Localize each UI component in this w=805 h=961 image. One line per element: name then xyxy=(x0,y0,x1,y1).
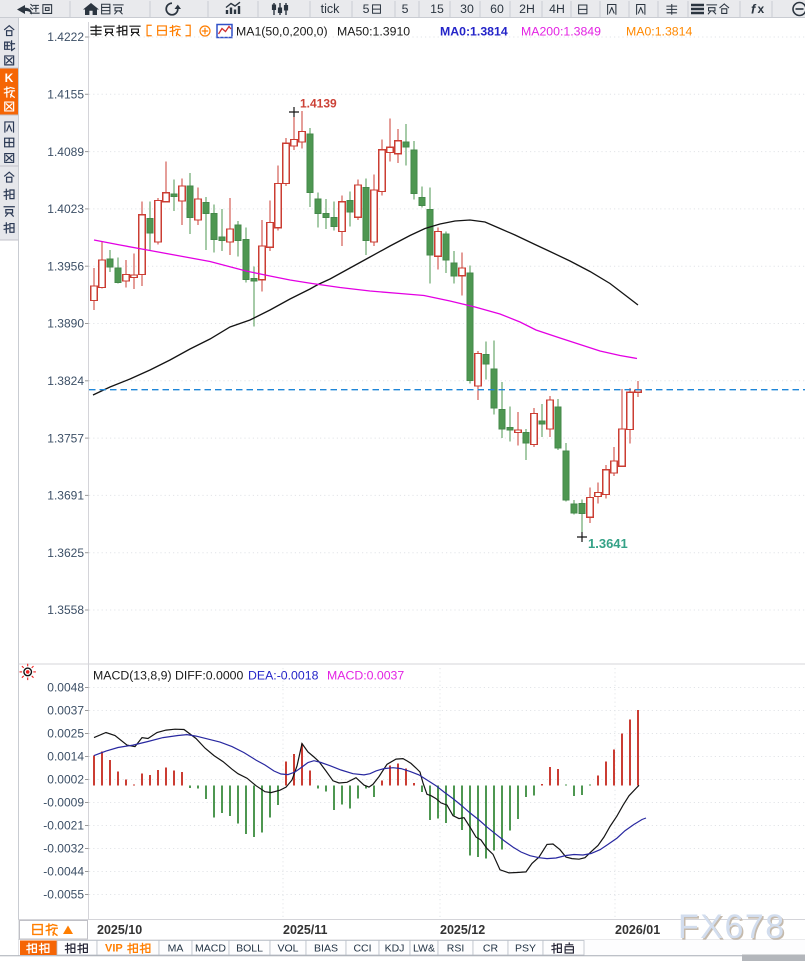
svg-text:1.3824: 1.3824 xyxy=(47,374,84,388)
svg-text:1.3558: 1.3558 xyxy=(47,603,84,617)
svg-text:MA: MA xyxy=(168,943,184,955)
svg-text:30: 30 xyxy=(460,2,474,16)
svg-text:-0.0055: -0.0055 xyxy=(43,888,84,902)
svg-text:MA200:1.3849: MA200:1.3849 xyxy=(521,24,601,38)
svg-text:0.0025: 0.0025 xyxy=(47,727,84,741)
svg-text:1.4023: 1.4023 xyxy=(47,202,84,216)
svg-text:1.4222: 1.4222 xyxy=(47,30,84,44)
svg-text:RSI: RSI xyxy=(447,943,465,955)
svg-text:15: 15 xyxy=(430,2,444,16)
svg-text:60: 60 xyxy=(490,2,504,16)
svg-text:LW&: LW& xyxy=(413,943,435,955)
svg-text:VOL: VOL xyxy=(277,943,298,955)
svg-text:PSY: PSY xyxy=(515,943,536,955)
svg-text:1.3956: 1.3956 xyxy=(47,259,84,273)
svg-text:5: 5 xyxy=(363,2,370,16)
svg-text:0.0002: 0.0002 xyxy=(47,773,84,787)
svg-text:2026/01: 2026/01 xyxy=(615,923,660,937)
svg-text:VIP: VIP xyxy=(105,943,123,955)
svg-text:1.3625: 1.3625 xyxy=(47,546,84,560)
svg-text:MA50:1.3910: MA50:1.3910 xyxy=(337,24,410,38)
svg-text:1.3757: 1.3757 xyxy=(47,431,84,445)
svg-text:tick: tick xyxy=(321,2,341,16)
svg-text:MACD(13,8,9) DIFF:0.0000: MACD(13,8,9) DIFF:0.0000 xyxy=(93,669,244,683)
svg-text:DEA:-0.0018: DEA:-0.0018 xyxy=(248,669,319,683)
svg-text:1.4155: 1.4155 xyxy=(47,88,84,102)
svg-text:K: K xyxy=(5,71,14,85)
svg-text:2025/11: 2025/11 xyxy=(283,923,328,937)
svg-text:1.3641: 1.3641 xyxy=(588,536,628,551)
svg-text:2H: 2H xyxy=(519,2,535,16)
svg-text:MA0:1.3814: MA0:1.3814 xyxy=(440,24,508,38)
svg-text:BOLL: BOLL xyxy=(236,943,263,955)
svg-text:2025/10: 2025/10 xyxy=(97,923,142,937)
svg-text:-0.0044: -0.0044 xyxy=(43,865,84,879)
svg-text:MACD: MACD xyxy=(195,943,226,955)
svg-text:0.0014: 0.0014 xyxy=(47,750,84,764)
svg-text:1.4139: 1.4139 xyxy=(300,97,337,111)
svg-text:CR: CR xyxy=(483,943,499,955)
svg-text:MACD:0.0037: MACD:0.0037 xyxy=(327,669,404,683)
svg-text:2025/12: 2025/12 xyxy=(440,923,485,937)
svg-text:MA0:1.3814: MA0:1.3814 xyxy=(626,24,692,38)
svg-text:BIAS: BIAS xyxy=(314,943,338,955)
svg-text:0.0037: 0.0037 xyxy=(47,704,84,718)
svg-text:f: f xyxy=(751,2,757,17)
svg-text:-0.0032: -0.0032 xyxy=(43,842,84,856)
svg-text:KDJ: KDJ xyxy=(385,943,405,955)
svg-text:CCI: CCI xyxy=(353,943,371,955)
svg-text:0.0048: 0.0048 xyxy=(47,681,84,695)
svg-text:4H: 4H xyxy=(549,2,565,16)
svg-text:1.4089: 1.4089 xyxy=(47,145,84,159)
svg-text:x: x xyxy=(758,2,765,16)
svg-text:-0.0021: -0.0021 xyxy=(43,819,84,833)
svg-text:5: 5 xyxy=(402,2,409,16)
svg-text:1.3890: 1.3890 xyxy=(47,317,84,331)
svg-text:MA1(50,0,200,0): MA1(50,0,200,0) xyxy=(236,24,328,38)
svg-text:-0.0009: -0.0009 xyxy=(43,796,84,810)
svg-text:FX678: FX678 xyxy=(678,908,786,946)
svg-text:1.3691: 1.3691 xyxy=(47,489,84,503)
